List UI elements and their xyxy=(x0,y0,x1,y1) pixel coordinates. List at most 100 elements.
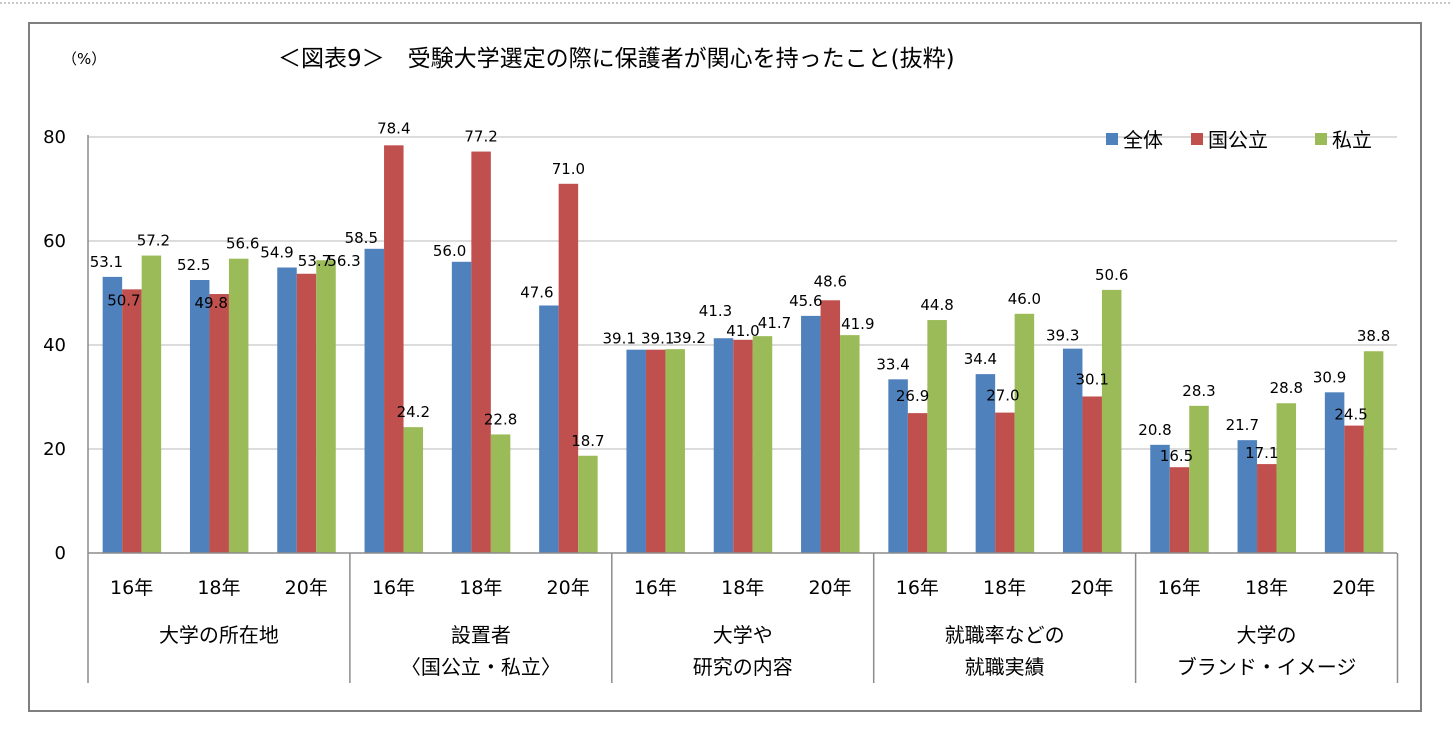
legend-swatch-0 xyxy=(1106,133,1118,145)
group-label-0-line0: 大学の所在地 xyxy=(159,623,279,647)
x-tick-1-2: 20年 xyxy=(547,577,590,599)
bar-2-18年-s0 xyxy=(713,338,734,553)
bar-4-20年-s0 xyxy=(1324,392,1345,553)
legend-swatch-1 xyxy=(1191,133,1203,145)
x-tick-4-1: 18年 xyxy=(1245,577,1288,599)
x-tick-3-1: 18年 xyxy=(983,577,1026,599)
data-label-0-18年-s1: 49.8 xyxy=(194,294,227,312)
data-label-3-16年-s2: 44.8 xyxy=(920,296,953,314)
x-tick-3-0: 16年 xyxy=(896,577,939,599)
data-label-0-18年-s0: 52.5 xyxy=(177,256,210,274)
data-label-4-20年-s2: 38.8 xyxy=(1357,327,1390,345)
bar-4-18年-s0 xyxy=(1237,440,1258,553)
group-label-1-line1: 〈国公立・私立〉 xyxy=(401,655,561,679)
bar-1-18年-s0 xyxy=(451,261,472,553)
bar-2-16年-s1 xyxy=(645,349,666,553)
data-label-1-18年-s0: 56.0 xyxy=(433,242,466,260)
legend-label-1: 国公立 xyxy=(1208,128,1268,152)
data-label-0-20年-s2: 56.3 xyxy=(327,252,360,270)
data-label-0-16年-s1: 50.7 xyxy=(107,291,140,309)
bar-2-20年-s2 xyxy=(840,335,860,553)
x-tick-2-2: 20年 xyxy=(808,577,851,599)
bar-2-18年-s1 xyxy=(733,339,753,553)
bar-3-20年-s2 xyxy=(1101,289,1122,553)
bar-0-16年-s1 xyxy=(122,289,142,553)
x-tick-1-0: 16年 xyxy=(372,577,415,599)
group-label-4-line1: ブランド・イメージ xyxy=(1177,655,1357,679)
data-label-3-18年-s1: 27.0 xyxy=(986,387,1019,405)
x-tick-4-2: 20年 xyxy=(1332,577,1375,599)
data-label-0-16年-s0: 53.1 xyxy=(90,253,123,271)
y-tick-60: 60 xyxy=(43,231,66,252)
group-label-4-line0: 大学の xyxy=(1237,623,1297,647)
x-tick-3-2: 20年 xyxy=(1070,577,1113,599)
group-label-1-line0: 設置者 xyxy=(451,623,511,647)
x-tick-0-1: 18年 xyxy=(197,577,240,599)
x-tick-2-0: 16年 xyxy=(634,577,677,599)
group-label-3-line0: 就職率などの xyxy=(945,623,1065,647)
data-label-4-16年-s0: 20.8 xyxy=(1138,421,1171,439)
x-tick-0-0: 16年 xyxy=(110,577,153,599)
bar-4-20年-s1 xyxy=(1344,425,1364,553)
data-label-0-18年-s2: 56.6 xyxy=(226,235,259,253)
bar-1-20年-s0 xyxy=(539,305,559,553)
group-label-2-line1: 研究の内容 xyxy=(693,655,793,679)
data-label-2-20年-s0: 45.6 xyxy=(789,292,822,310)
data-label-2-20年-s2: 41.9 xyxy=(841,315,874,333)
bar-3-16年-s1 xyxy=(907,413,928,553)
data-label-1-16年-s1: 78.4 xyxy=(377,119,410,137)
x-tick-4-0: 16年 xyxy=(1158,577,1201,599)
bar-0-18年-s0 xyxy=(189,280,210,553)
bar-3-20年-s0 xyxy=(1062,348,1083,553)
y-tick-80: 80 xyxy=(43,127,66,148)
data-label-2-16年-s0: 39.1 xyxy=(602,330,635,348)
bar-0-20年-s1 xyxy=(296,273,317,553)
data-label-1-20年-s2: 18.7 xyxy=(571,432,604,450)
data-label-3-18年-s2: 46.0 xyxy=(1008,290,1041,308)
data-label-3-18年-s0: 34.4 xyxy=(964,350,997,368)
group-label-3-line1: 就職実績 xyxy=(965,655,1045,679)
data-label-4-16年-s1: 16.5 xyxy=(1160,447,1193,465)
legend-label-0: 全体 xyxy=(1123,128,1163,152)
bar-2-20年-s1 xyxy=(820,300,841,553)
data-labels: 53.1 50.7 57.2 52.5 49.8 56.6 54.9 53.756.3 58.5… xyxy=(90,119,1391,465)
x-tick-2-1: 18年 xyxy=(721,577,764,599)
data-label-3-16年-s0: 33.4 xyxy=(876,355,909,373)
bar-1-18年-s2 xyxy=(490,434,511,553)
data-label-4-18年-s0: 21.7 xyxy=(1226,416,1259,434)
bar-4-20年-s2 xyxy=(1363,351,1384,553)
bar-1-20年-s2 xyxy=(578,455,598,553)
bar-4-16年-s0 xyxy=(1150,444,1170,553)
data-label-0-20年-s0: 54.9 xyxy=(260,244,293,262)
bar-1-16年-s1 xyxy=(384,145,404,553)
data-label-2-18年-s1: 41.0 xyxy=(726,322,759,340)
y-tick-40: 40 xyxy=(43,335,66,356)
data-label-1-20年-s0: 47.6 xyxy=(520,283,553,301)
top-dotted-rule xyxy=(0,2,1450,4)
data-label-1-18年-s1: 77.2 xyxy=(464,128,497,146)
y-tick-20: 20 xyxy=(43,439,66,460)
legend: 全体 国公立 私立 xyxy=(1106,128,1372,152)
bar-3-18年-s1 xyxy=(995,412,1015,553)
data-label-2-16年-s2: 39.2 xyxy=(672,329,705,347)
bar-2-16年-s2 xyxy=(665,349,685,553)
data-label-4-18年-s2: 28.8 xyxy=(1270,379,1303,397)
data-label-3-20年-s0: 39.3 xyxy=(1046,327,1079,345)
bar-3-16年-s0 xyxy=(888,379,908,553)
data-label-1-20年-s1: 71.0 xyxy=(552,160,585,178)
data-label-2-18年-s0: 41.3 xyxy=(699,302,732,320)
bar-4-16年-s1 xyxy=(1169,467,1190,553)
bar-0-16年-s0 xyxy=(102,276,123,553)
bar-3-20年-s1 xyxy=(1082,396,1102,553)
x-tick-0-2: 20年 xyxy=(285,577,328,599)
bar-3-18年-s0 xyxy=(975,374,996,553)
data-label-4-18年-s1: 17.1 xyxy=(1245,444,1278,462)
bar-2-16年-s0 xyxy=(626,349,646,553)
bar-2-18年-s2 xyxy=(752,336,773,553)
bar-3-16年-s2 xyxy=(927,320,947,553)
data-label-2-20年-s1: 48.6 xyxy=(814,272,847,290)
unit-label: （%） xyxy=(62,50,106,68)
data-label-1-16年-s2: 24.2 xyxy=(397,403,430,421)
data-label-0-16年-s2: 57.2 xyxy=(137,232,170,250)
bar-1-20年-s1 xyxy=(558,183,579,554)
